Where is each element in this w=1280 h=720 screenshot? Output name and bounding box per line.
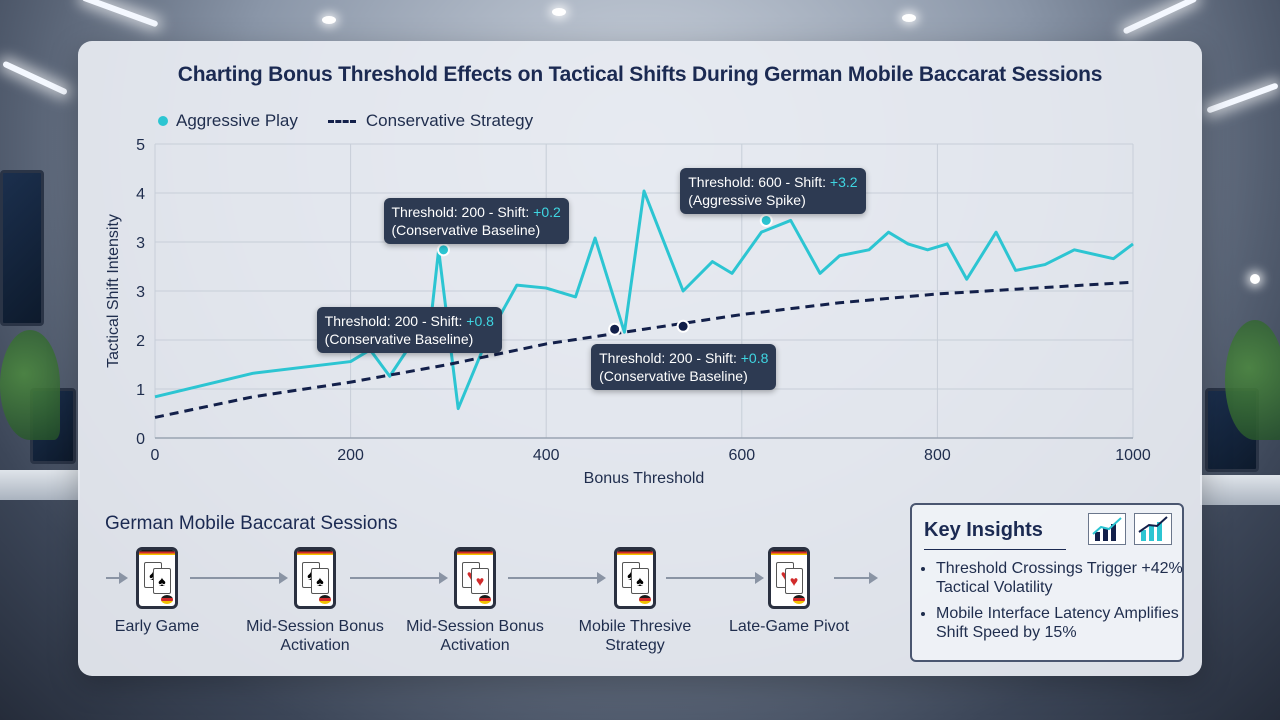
annotation-callout: Threshold: 200 - Shift: +0.2 (Conservativ…: [383, 197, 569, 244]
flow-arrow: [508, 572, 606, 584]
background-plant: [1225, 320, 1280, 440]
annotation-note: (Aggressive Spike): [688, 192, 806, 209]
annotation-marker: [676, 319, 690, 333]
annotation-value: +0.8: [466, 313, 494, 330]
session-step-mobile-strategy: ♠♠ Mobile Thresive Strategy: [560, 547, 710, 655]
y-tick-label: 1: [136, 382, 145, 399]
bar-chart-icon: [1088, 513, 1126, 545]
german-flag-icon: [639, 595, 651, 604]
sessions-title: German Mobile Baccarat Sessions: [105, 513, 398, 534]
x-tick-label: 0: [151, 447, 160, 464]
mobile-cards-icon: ♥♥: [454, 547, 496, 609]
x-tick-label: 800: [924, 447, 951, 464]
session-step-label: Mid-Session Bonus Activation: [406, 618, 544, 654]
flow-arrow: [666, 572, 764, 584]
legend-marker-conservative: [327, 119, 356, 123]
y-tick-label: 4: [136, 186, 145, 203]
chart-legend: Aggressive Play Conservative Strategy: [158, 111, 533, 131]
german-flag-icon: [319, 595, 331, 604]
ceiling-light: [2, 60, 68, 96]
annotation-label: Threshold: 200 - Shift:: [599, 350, 741, 367]
annotation-marker: [759, 213, 773, 227]
chart-title: Charting Bonus Threshold Effects on Tact…: [177, 63, 1103, 86]
ceiling-light: [1122, 0, 1198, 35]
trend-chart-icon: [1134, 513, 1172, 545]
legend-label-conservative: Conservative Strategy: [365, 111, 534, 130]
key-insights-box: Key Insights Threshold Crossings Trigger…: [910, 503, 1184, 662]
ceiling-spot: [322, 16, 336, 24]
session-step-label: Late-Game Pivot: [728, 618, 850, 635]
background-plant: [0, 330, 60, 440]
flow-arrow: [350, 572, 448, 584]
ceiling-light: [81, 0, 159, 28]
series-line-conservative: [154, 280, 1134, 419]
session-step-late-game: ♥♥ Late-Game Pivot: [714, 547, 864, 636]
annotation-note: (Conservative Baseline): [391, 221, 541, 238]
annotation-marker: [608, 322, 622, 336]
y-axis-title: Tactical Shift Intensity: [105, 214, 122, 368]
insight-item: Mobile Interface Latency Amplifies Shift…: [936, 604, 1186, 642]
session-step-label: Mobile Thresive Strategy: [578, 618, 692, 654]
flow-arrow: [106, 572, 128, 584]
mobile-cards-icon: ♥♥: [768, 547, 810, 609]
ceiling-spot: [552, 8, 566, 16]
line-chart: 0 1 2 3 3 4 5 0 200 400 600 800 1000 Bonus Threshold…: [105, 137, 1151, 487]
annotation-callout: Threshold: 600 - Shift: +3.2 (Aggressive …: [680, 168, 866, 215]
ceiling-light: [1206, 82, 1279, 114]
x-axis-title: Bonus Threshold: [584, 470, 705, 487]
session-step-label: Mid-Session Bonus Activation: [246, 618, 384, 654]
session-step-label: Early Game: [114, 618, 200, 635]
x-tick-label: 600: [728, 447, 755, 464]
german-flag-icon: [479, 595, 491, 604]
legend-marker-aggressive: [158, 116, 168, 126]
background-monitor: [0, 170, 44, 326]
y-tick-label: 0: [136, 431, 145, 448]
x-tick-label: 400: [533, 447, 560, 464]
y-tick-label: 3: [136, 284, 145, 301]
session-step-mid-session: ♠♠ Mid-Session Bonus Activation: [240, 547, 390, 655]
background-desk: [1200, 475, 1280, 505]
background-desk: [0, 470, 80, 500]
annotation-callout: Threshold: 200 - Shift: +0.8 (Conservativ…: [591, 344, 777, 391]
annotation-value: +0.2: [533, 203, 561, 220]
annotation-callout: Threshold: 200 - Shift: +0.8 (Conservativ…: [316, 307, 502, 354]
mobile-cards-icon: ♠♠: [294, 547, 336, 609]
annotation-label: Threshold: 200 - Shift:: [324, 313, 467, 330]
insight-item: Threshold Crossings Trigger +42% Tactica…: [936, 559, 1186, 597]
annotation-label: Threshold: 200 - Shift:: [391, 203, 534, 220]
key-insights-title: Key Insights: [924, 519, 1043, 541]
infographic-panel: Charting Bonus Threshold Effects on Tact…: [78, 41, 1202, 676]
mobile-cards-icon: ♠♠: [614, 547, 656, 609]
x-tick-label: 200: [337, 447, 364, 464]
legend-label-aggressive: Aggressive Play: [176, 111, 298, 130]
divider: [924, 549, 1066, 550]
ceiling-spot: [902, 14, 916, 22]
y-tick-label: 2: [136, 333, 145, 350]
flow-arrow: [190, 572, 288, 584]
german-flag-icon: [161, 595, 173, 604]
annotation-label: Threshold: 600 - Shift:: [688, 174, 830, 191]
annotation-note: (Conservative Baseline): [324, 331, 474, 348]
x-tick-label: 1000: [1115, 447, 1151, 464]
flow-arrow: [834, 572, 878, 584]
annotation-marker: [437, 243, 451, 257]
y-tick-label: 3: [136, 235, 145, 252]
session-step-early-game: ♠♠ Early Game: [82, 547, 232, 636]
german-flag-icon: [793, 595, 805, 604]
mobile-cards-icon: ♠♠: [136, 547, 178, 609]
annotation-note: (Conservative Baseline): [599, 368, 748, 385]
session-step-mid-session-2: ♥♥ Mid-Session Bonus Activation: [400, 547, 550, 655]
wall-light: [1250, 274, 1260, 284]
y-tick-label: 5: [136, 137, 145, 154]
annotation-value: +3.2: [829, 174, 858, 191]
annotation-value: +0.8: [740, 350, 769, 367]
